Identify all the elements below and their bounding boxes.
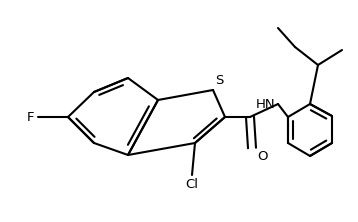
Text: HN: HN: [255, 97, 275, 111]
Text: F: F: [26, 111, 34, 123]
Text: O: O: [257, 150, 267, 163]
Text: Cl: Cl: [185, 178, 198, 191]
Text: S: S: [215, 74, 223, 87]
